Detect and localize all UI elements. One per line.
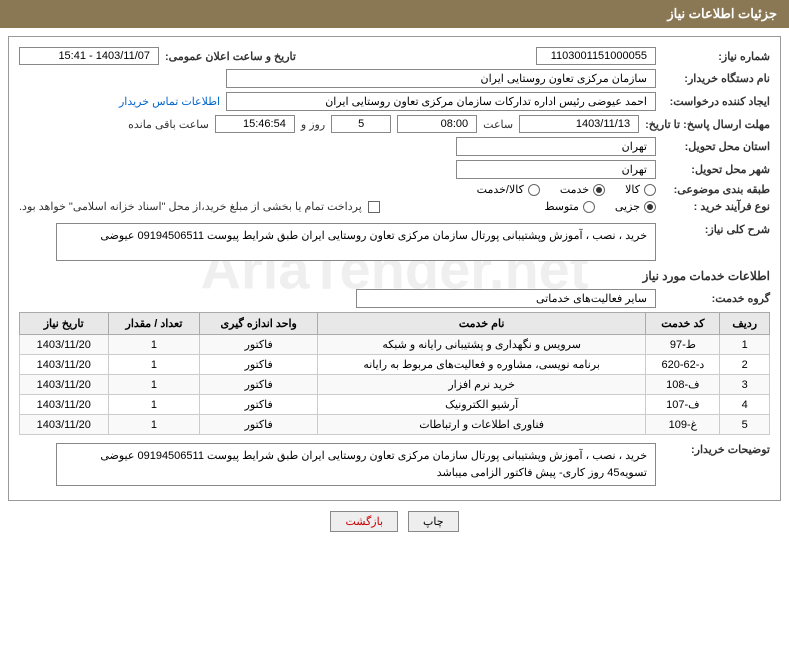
services-table: ردیف کد خدمت نام خدمت واحد اندازه گیری ت… [19,312,770,435]
cell-name: خرید نرم افزار [317,375,645,395]
cell-unit: فاکتور [200,415,318,435]
cell-name: برنامه نویسی، مشاوره و فعالیت‌های مربوط … [317,355,645,375]
th-qty: تعداد / مقدار [108,313,200,335]
row-need-desc: شرح کلی نیاز: خرید ، نصب ، آموزش وپشتیبا… [19,223,770,261]
deadline-label: مهلت ارسال پاسخ: تا تاریخ: [645,118,770,131]
cell-row: 4 [720,395,770,415]
cell-date: 1403/11/20 [20,415,109,435]
deadline-time-value: 08:00 [397,115,477,133]
th-date: تاریخ نیاز [20,313,109,335]
buyer-org-value: سازمان مرکزی تعاون روستایی ایران [226,69,656,88]
announce-date-value: 1403/11/07 - 15:41 [19,47,159,65]
payment-checkbox[interactable] [368,201,380,213]
row-buyer-org: نام دستگاه خریدار: سازمان مرکزی تعاون رو… [19,69,770,88]
buyer-notes-value: خرید ، نصب ، آموزش وپشتیبانی پورتال سازم… [56,443,656,486]
cell-unit: فاکتور [200,355,318,375]
process-radio-group: جزیی متوسط [544,200,656,213]
contact-link[interactable]: اطلاعات تماس خریدار [119,95,220,108]
need-number-value: 1103001151000055 [536,47,656,65]
cell-qty: 1 [108,375,200,395]
cell-row: 3 [720,375,770,395]
cell-date: 1403/11/20 [20,375,109,395]
time-label: ساعت [483,118,513,131]
row-requester: ایجاد کننده درخواست: احمد عیوضی رئیس ادا… [19,92,770,111]
table-row: 5غ-109فناوری اطلاعات و ارتباطاتفاکتور114… [20,415,770,435]
cell-code: ط-97 [646,335,720,355]
cell-qty: 1 [108,355,200,375]
print-button[interactable]: چاپ [408,511,459,532]
header-title: جزئیات اطلاعات نیاز [667,6,777,21]
table-row: 3ف-108خرید نرم افزارفاکتور11403/11/20 [20,375,770,395]
back-button[interactable]: بازگشت [330,511,398,532]
cell-row: 1 [720,335,770,355]
radio-kala-khedmat[interactable]: کالا/خدمت [477,183,540,196]
row-deadline: مهلت ارسال پاسخ: تا تاریخ: 1403/11/13 سا… [19,115,770,133]
need-desc-label: شرح کلی نیاز: [662,223,770,236]
days-and-label: روز و [301,118,325,131]
radio-motvaset[interactable]: متوسط [544,200,595,213]
days-value: 5 [331,115,391,133]
row-city: شهر محل تحویل: تهران [19,160,770,179]
remaining-label: ساعت باقی مانده [128,118,209,131]
buyer-org-label: نام دستگاه خریدار: [662,72,770,85]
buyer-notes-label: توضیحات خریدار: [662,443,770,456]
th-unit: واحد اندازه گیری [200,313,318,335]
table-row: 2د-62-620برنامه نویسی، مشاوره و فعالیت‌ه… [20,355,770,375]
row-service-group: گروه خدمت: سایر فعالیت‌های خدماتی [19,289,770,308]
main-form: AriaTender.net شماره نیاز: 1103001151000… [8,36,781,501]
cell-row: 2 [720,355,770,375]
city-label: شهر محل تحویل: [662,163,770,176]
cell-name: سرویس و نگهداری و پشتیبانی رایانه و شبکه [317,335,645,355]
table-row: 4ف-107آرشیو الکترونیکفاکتور11403/11/20 [20,395,770,415]
row-buyer-notes: توضیحات خریدار: خرید ، نصب ، آموزش وپشتی… [19,443,770,486]
payment-note: پرداخت تمام یا بخشی از مبلغ خرید،از محل … [19,200,362,213]
cell-name: فناوری اطلاعات و ارتباطات [317,415,645,435]
services-info-title: اطلاعات خدمات مورد نیاز [19,269,770,283]
service-group-label: گروه خدمت: [662,292,770,305]
service-group-value: سایر فعالیت‌های خدماتی [356,289,656,308]
row-province: استان محل تحویل: تهران [19,137,770,156]
cell-date: 1403/11/20 [20,335,109,355]
cell-unit: فاکتور [200,395,318,415]
row-process-type: نوع فرآیند خرید : جزیی متوسط پرداخت تمام… [19,200,770,213]
table-header-row: ردیف کد خدمت نام خدمت واحد اندازه گیری ت… [20,313,770,335]
table-row: 1ط-97سرویس و نگهداری و پشتیبانی رایانه و… [20,335,770,355]
page-header: جزئیات اطلاعات نیاز [0,0,789,28]
row-subject-class: طبقه بندی موضوعی: کالا خدمت کالا/خدمت [19,183,770,196]
th-row: ردیف [720,313,770,335]
radio-jozi[interactable]: جزیی [615,200,656,213]
cell-qty: 1 [108,415,200,435]
requester-label: ایجاد کننده درخواست: [662,95,770,108]
cell-name: آرشیو الکترونیک [317,395,645,415]
cell-code: غ-109 [646,415,720,435]
radio-khedmat[interactable]: خدمت [560,183,605,196]
requester-value: احمد عیوضی رئیس اداره تدارکات سازمان مرک… [226,92,656,111]
subject-class-label: طبقه بندی موضوعی: [662,183,770,196]
cell-qty: 1 [108,335,200,355]
process-label: نوع فرآیند خرید : [662,200,770,213]
need-number-label: شماره نیاز: [662,50,770,63]
radio-kala[interactable]: کالا [625,183,656,196]
th-name: نام خدمت [317,313,645,335]
need-desc-value: خرید ، نصب ، آموزش وپشتیبانی پورتال سازم… [56,223,656,261]
cell-unit: فاکتور [200,335,318,355]
row-need-number: شماره نیاز: 1103001151000055 تاریخ و ساع… [19,47,770,65]
remaining-time-value: 15:46:54 [215,115,295,133]
cell-qty: 1 [108,395,200,415]
province-label: استان محل تحویل: [662,140,770,153]
cell-unit: فاکتور [200,375,318,395]
cell-code: ف-108 [646,375,720,395]
cell-code: د-62-620 [646,355,720,375]
cell-date: 1403/11/20 [20,355,109,375]
announce-date-label: تاریخ و ساعت اعلان عمومی: [165,50,296,63]
cell-date: 1403/11/20 [20,395,109,415]
th-code: کد خدمت [646,313,720,335]
province-value: تهران [456,137,656,156]
deadline-date-value: 1403/11/13 [519,115,639,133]
cell-row: 5 [720,415,770,435]
city-value: تهران [456,160,656,179]
cell-code: ف-107 [646,395,720,415]
button-row: چاپ بازگشت [0,511,789,532]
subject-radio-group: کالا خدمت کالا/خدمت [477,183,656,196]
